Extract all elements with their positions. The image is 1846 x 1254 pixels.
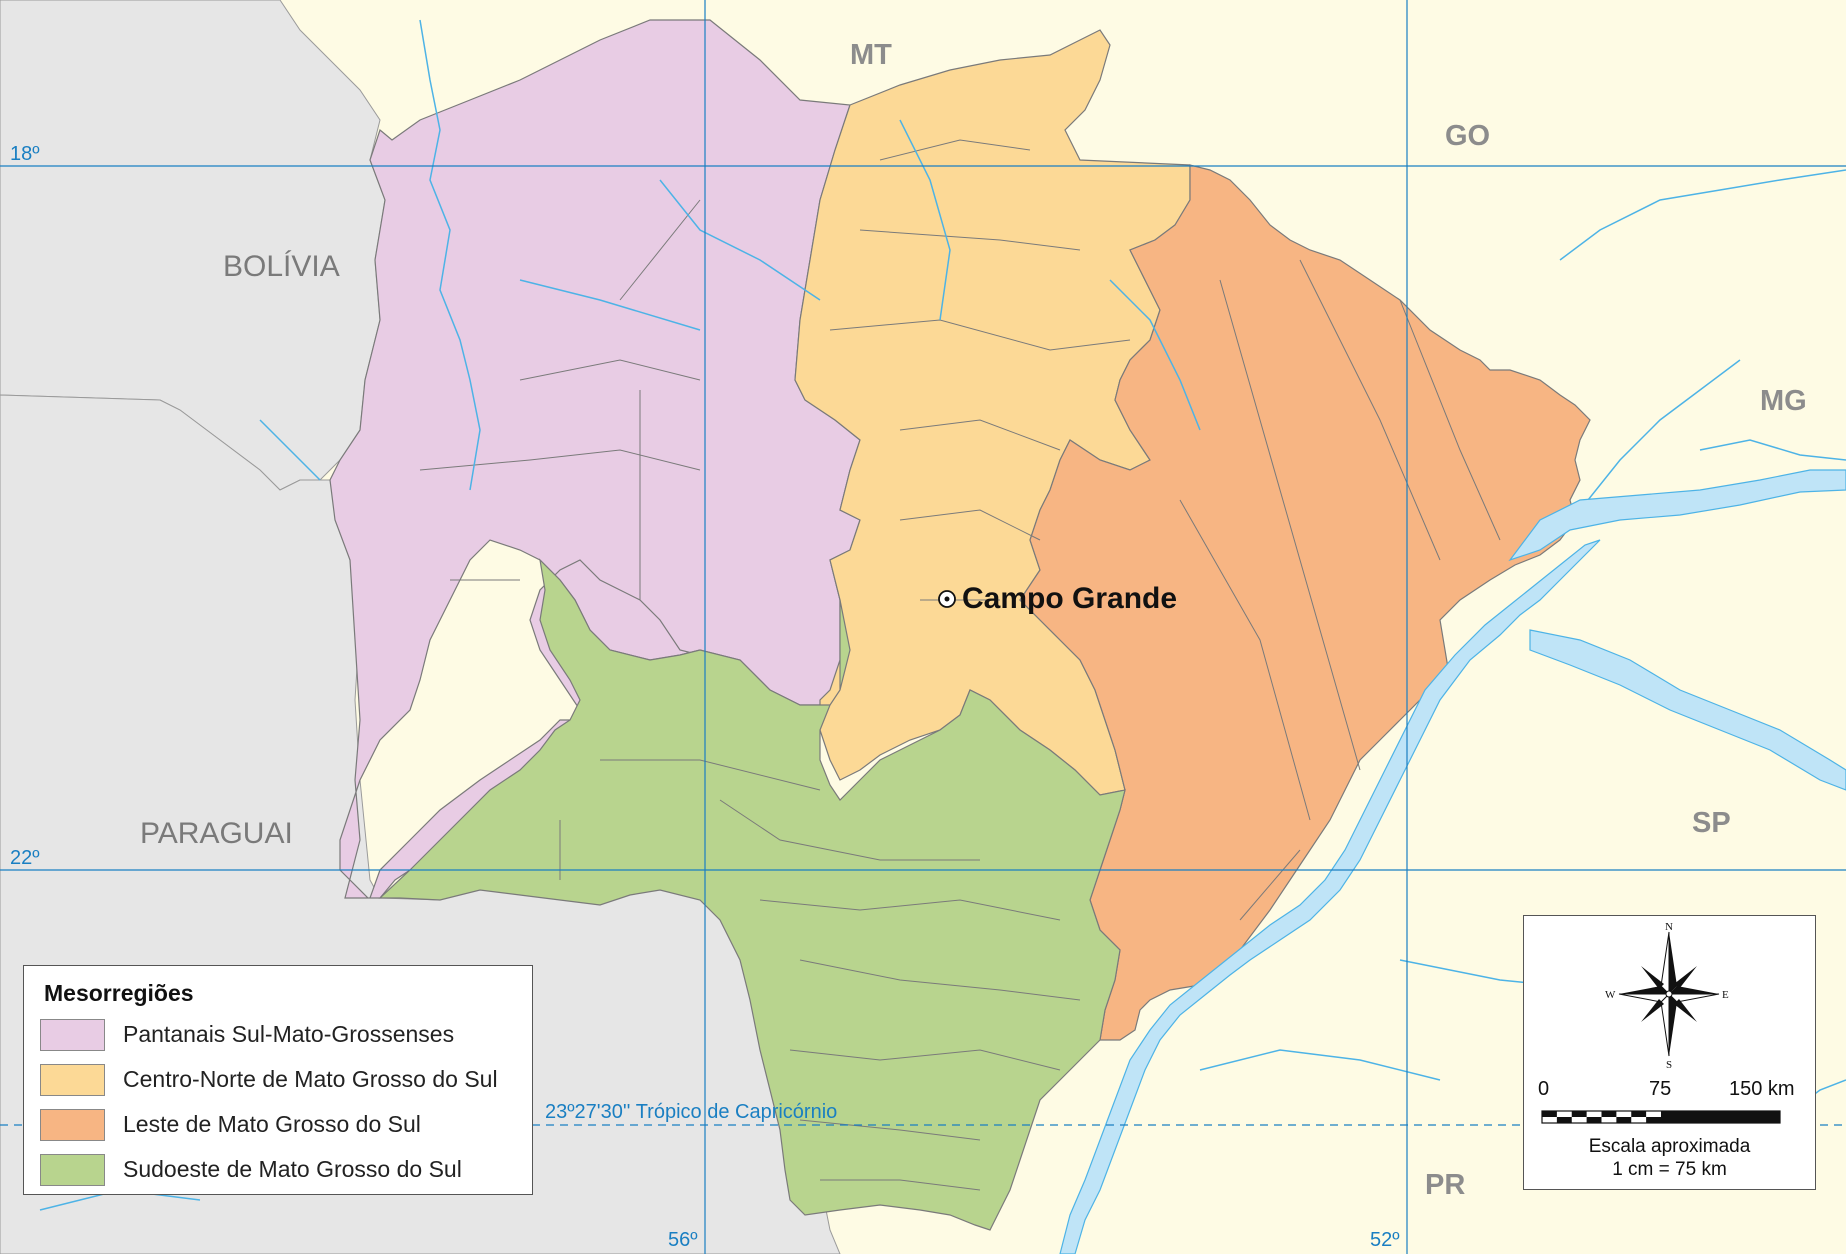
reservoir-east — [1508, 469, 1846, 562]
capital-dot-icon — [944, 596, 950, 602]
label-campo-grande: Campo Grande — [962, 582, 1177, 615]
legend-label-centro-norte: Centro-Norte de Mato Grosso do Sul — [123, 1066, 498, 1092]
legend-swatch-pantanais — [40, 1019, 105, 1051]
scale-bar — [1541, 1110, 1781, 1124]
label-lat-18: 18º — [10, 143, 40, 165]
legend-swatch-sudoeste — [40, 1154, 105, 1186]
compass-n: N — [1665, 921, 1673, 933]
municipality-borders — [419, 139, 1501, 1191]
compass-e: E — [1722, 989, 1729, 1001]
legend-item-pantanais: Pantanais Sul-Mato-Grossenses — [40, 1016, 530, 1054]
label-tropic: 23º27'30'' Trópico de Capricórnio — [545, 1101, 837, 1123]
label-paraguai: PARAGUAI — [140, 817, 293, 850]
scale-caption-1: Escala aproximada — [1588, 1136, 1751, 1157]
scale-tick-150: 150 km — [1729, 1078, 1795, 1100]
capital-marker — [938, 590, 956, 608]
legend-item-sudoeste: Sudoeste de Mato Grosso do Sul — [40, 1151, 530, 1189]
label-lat-22: 22º — [10, 847, 40, 869]
region-leste — [1019, 164, 1591, 1041]
label-lon-56: 56º — [668, 1229, 698, 1251]
label-bolivia: BOLÍVIA — [223, 250, 340, 283]
compass-rose-icon: N S E W — [1541, 921, 1781, 1124]
reservoir-south — [1529, 629, 1846, 791]
legend-title: Mesorregiões — [44, 980, 194, 1006]
label-lon-52: 52º — [1370, 1229, 1400, 1251]
legend-label-pantanais: Pantanais Sul-Mato-Grossenses — [123, 1021, 455, 1047]
legend-item-centro-norte: Centro-Norte de Mato Grosso do Sul — [40, 1061, 530, 1099]
scale-compass-box: N S E W 0 75 150 km Escala aproximada 1 … — [1523, 915, 1816, 1190]
scale-tick-0: 0 — [1538, 1078, 1550, 1100]
region-sudoeste — [378, 558, 1126, 1231]
label-mt: MT — [850, 39, 892, 71]
label-sp: SP — [1692, 807, 1731, 839]
scale-tick-75: 75 — [1649, 1078, 1672, 1100]
legend-label-leste: Leste de Mato Grosso do Sul — [123, 1111, 421, 1137]
scale-caption-2: 1 cm = 75 km — [1612, 1159, 1727, 1180]
compass-w: W — [1605, 989, 1616, 1001]
label-pr: PR — [1425, 1169, 1465, 1201]
label-mg: MG — [1760, 385, 1807, 417]
legend-swatch-centro-norte — [40, 1064, 105, 1096]
legend: Mesorregiões Pantanais Sul-Mato-Grossens… — [23, 965, 533, 1195]
legend-item-leste: Leste de Mato Grosso do Sul — [40, 1106, 530, 1144]
legend-label-sudoeste: Sudoeste de Mato Grosso do Sul — [123, 1156, 462, 1182]
parana-river — [1059, 539, 1601, 1254]
label-go: GO — [1445, 120, 1490, 152]
compass-s: S — [1666, 1059, 1672, 1071]
legend-swatch-leste — [40, 1109, 105, 1141]
